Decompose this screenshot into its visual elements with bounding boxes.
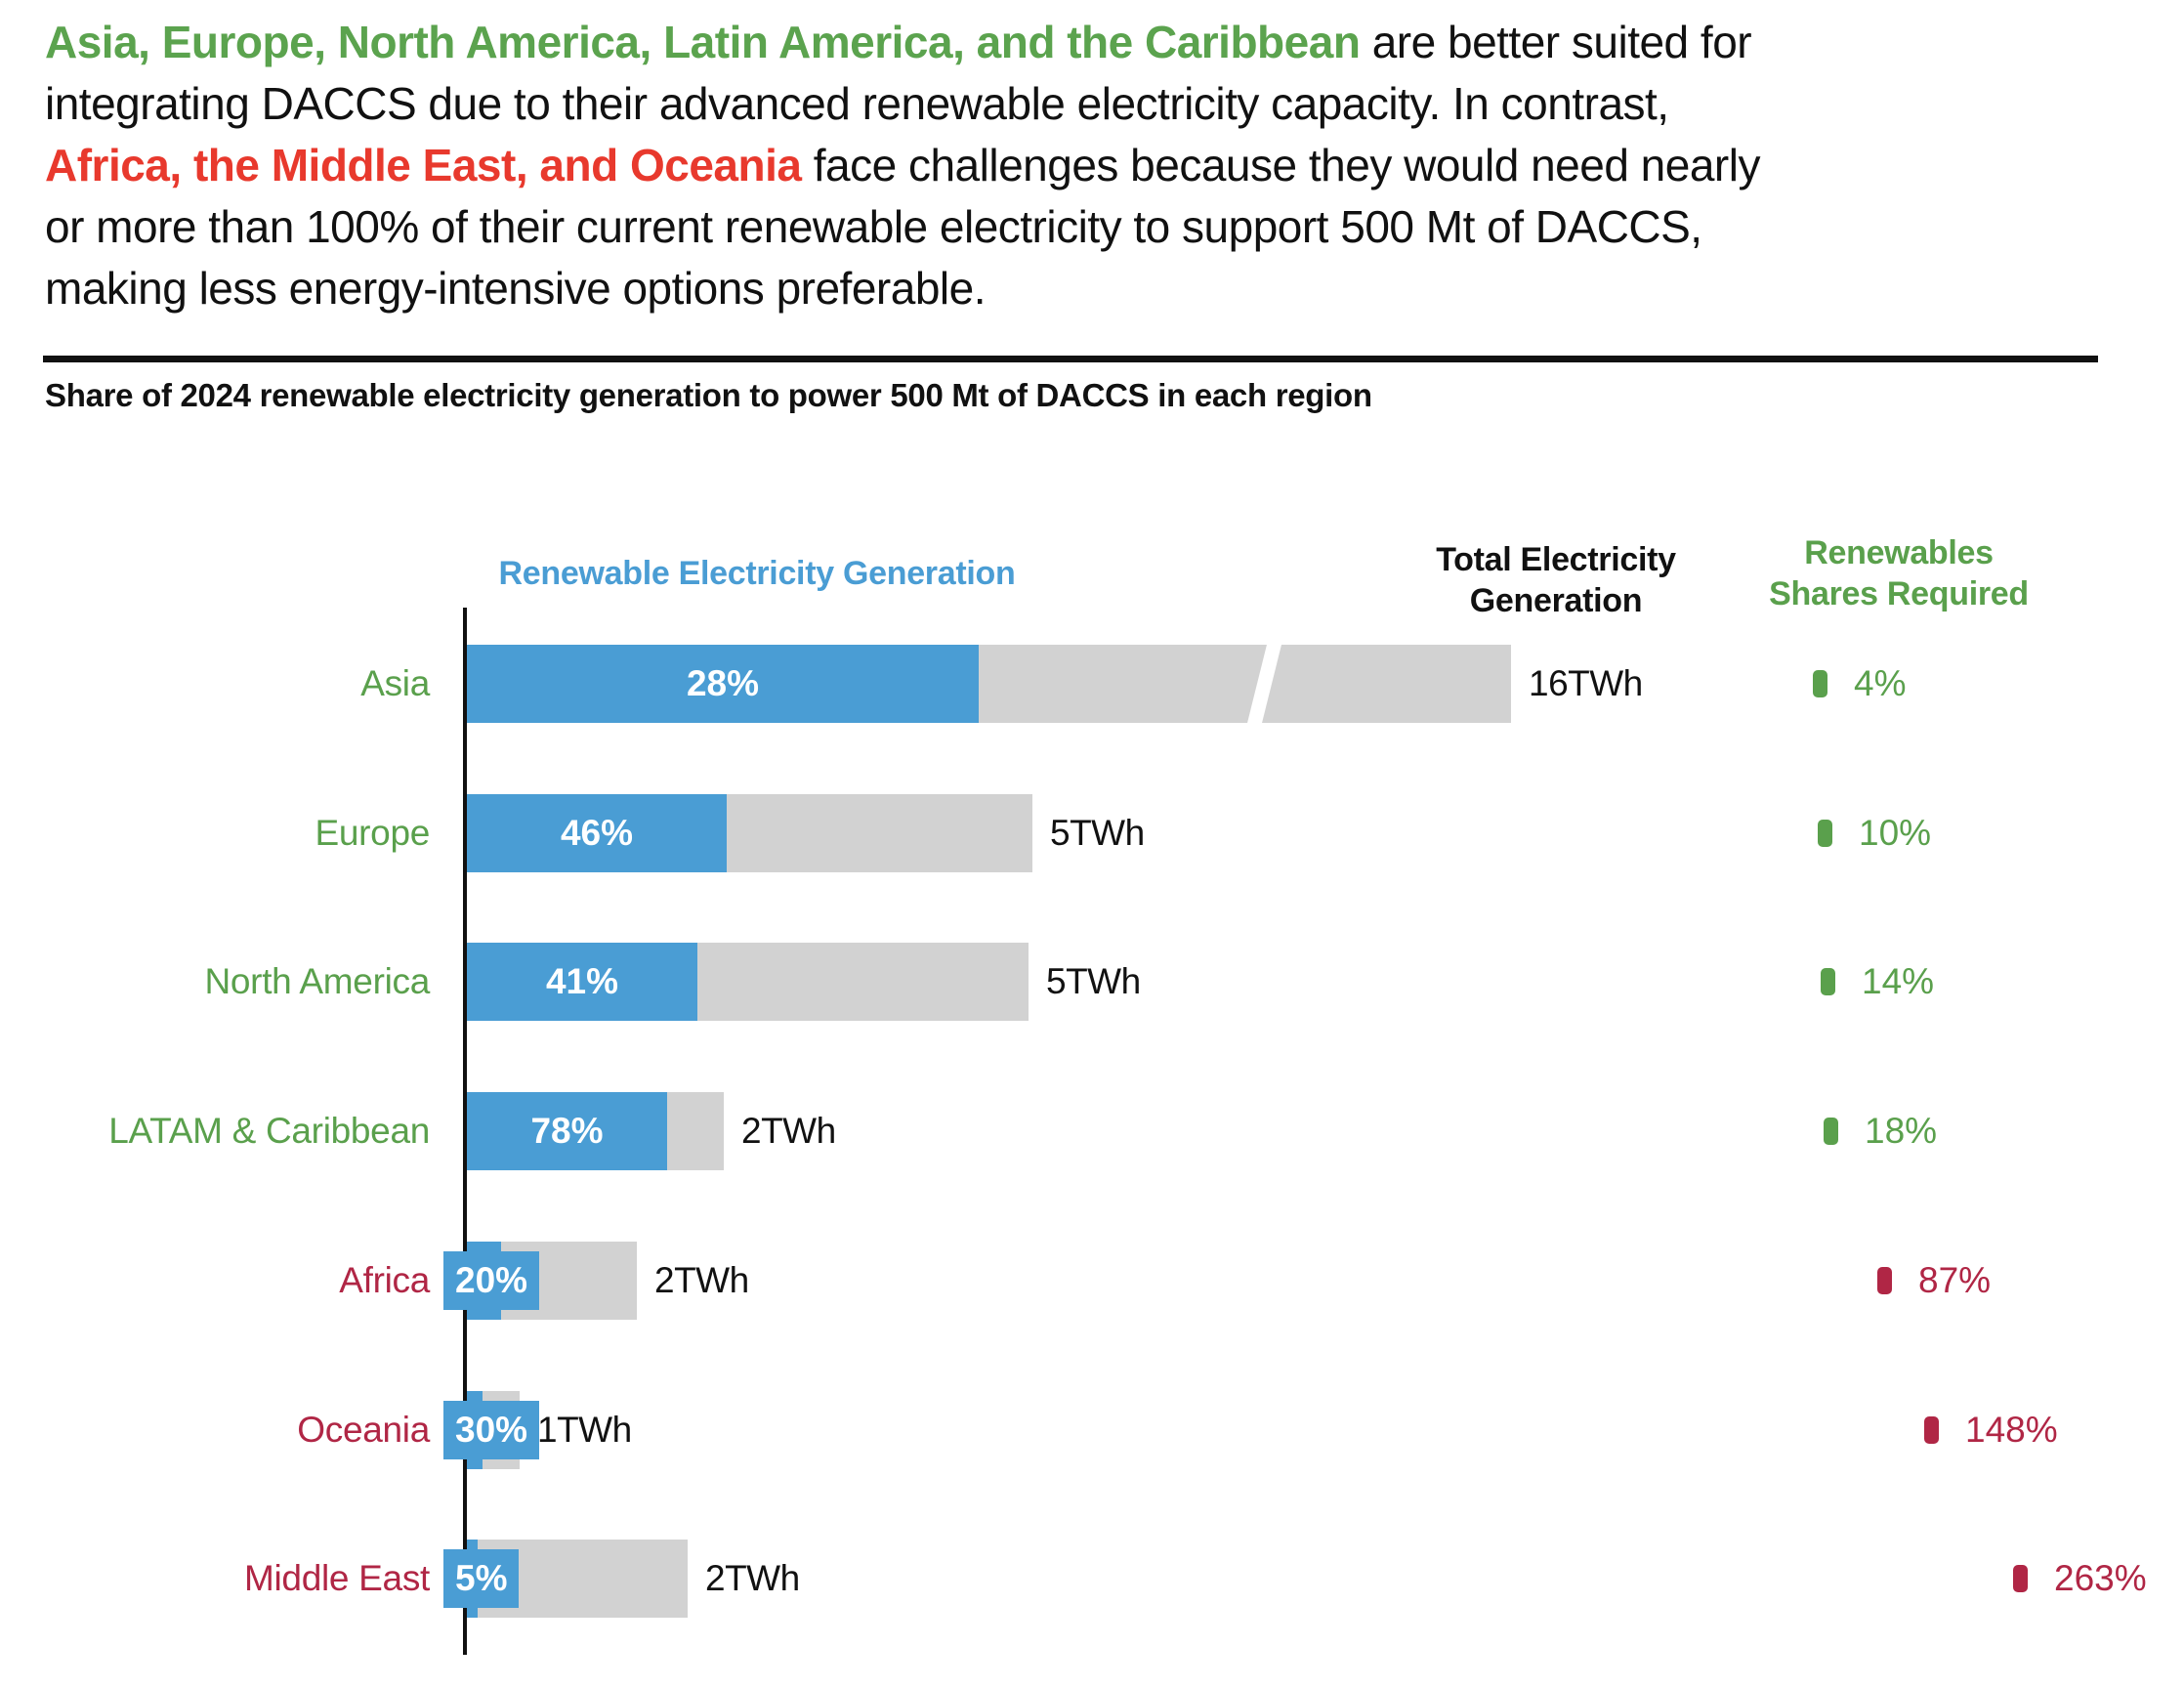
column-header-total-line1: Total Electricity	[1436, 541, 1676, 578]
required-share-marker	[1821, 968, 1835, 995]
bar-break-slash	[1246, 643, 1282, 725]
headline-segment-black: are better suited for	[1360, 17, 1752, 67]
renewable-share-chip-label: 5%	[443, 1549, 520, 1608]
headline-segment-red: Africa, the Middle East, and Oceania	[45, 140, 802, 190]
renewable-share-chip-label: 30%	[443, 1401, 540, 1459]
required-share-marker	[1818, 820, 1832, 847]
renewable-share-label: 46%	[560, 813, 634, 853]
region-label: LATAM & Caribbean	[108, 1111, 430, 1151]
total-generation-value: 16TWh	[1529, 663, 1643, 703]
renewable-generation-bar: 28%	[467, 645, 979, 723]
total-generation-value: 5TWh	[1046, 961, 1141, 1001]
required-share-marker	[2013, 1565, 2028, 1592]
region-label: Europe	[315, 813, 430, 853]
renewable-share-label: 41%	[545, 961, 619, 1001]
total-generation-value: 2TWh	[654, 1260, 749, 1300]
headline-divider	[43, 356, 2098, 362]
headline-text: Asia, Europe, North America, Latin Ameri…	[45, 12, 2125, 319]
y-axis-line	[463, 608, 467, 1655]
required-share-marker	[1813, 670, 1827, 697]
column-header-required-line2: Shares Required	[1769, 575, 2029, 612]
column-header-total-line2: Generation	[1469, 582, 1643, 619]
renewable-share-label: 28%	[686, 663, 760, 703]
total-generation-value: 5TWh	[1050, 813, 1145, 853]
total-generation-value: 1TWh	[537, 1410, 632, 1450]
required-share-value: 4%	[1854, 663, 1907, 703]
headline-segment-black: or more than 100% of their current renew…	[45, 201, 1702, 252]
required-share-marker	[1877, 1267, 1892, 1294]
headline-segment-black: face challenges because they would need …	[801, 140, 1761, 190]
column-header-required-line1: Renewables	[1804, 534, 1994, 571]
renewable-generation-bar: 41%	[467, 943, 697, 1021]
region-label: North America	[204, 961, 430, 1001]
required-share-value: 148%	[1965, 1410, 2058, 1450]
total-generation-value: 2TWh	[705, 1558, 800, 1598]
column-header-total-generation: Total Electricity Generation	[1361, 539, 1751, 621]
renewable-generation-bar: 46%	[467, 794, 727, 872]
headline-segment-green: Asia, Europe, North America, Latin Ameri…	[45, 17, 1361, 67]
region-label: Middle East	[243, 1558, 430, 1598]
renewable-share-label: 78%	[530, 1111, 604, 1151]
required-share-value: 263%	[2054, 1558, 2147, 1598]
required-share-marker	[1924, 1416, 1939, 1444]
chart-subtitle: Share of 2024 renewable electricity gene…	[45, 377, 1372, 413]
total-generation-value: 2TWh	[741, 1111, 836, 1151]
renewable-share-chip-label: 20%	[443, 1251, 540, 1310]
column-header-renewables-shares-required: Renewables Shares Required	[1703, 532, 2094, 614]
region-label: Asia	[360, 663, 430, 703]
column-header-renewable-generation: Renewable Electricity Generation	[498, 555, 1016, 592]
headline-segment-black: integrating DACCS due to their advanced …	[45, 78, 1669, 129]
region-label: Oceania	[297, 1410, 430, 1450]
required-share-value: 14%	[1862, 961, 1935, 1001]
required-share-value: 87%	[1918, 1260, 1992, 1300]
required-share-marker	[1824, 1118, 1838, 1145]
renewable-generation-bar: 78%	[467, 1092, 667, 1170]
region-label: Africa	[339, 1260, 430, 1300]
required-share-value: 10%	[1859, 813, 1932, 853]
required-share-value: 18%	[1865, 1111, 1938, 1151]
headline-segment-black: making less energy-intensive options pre…	[45, 263, 986, 314]
